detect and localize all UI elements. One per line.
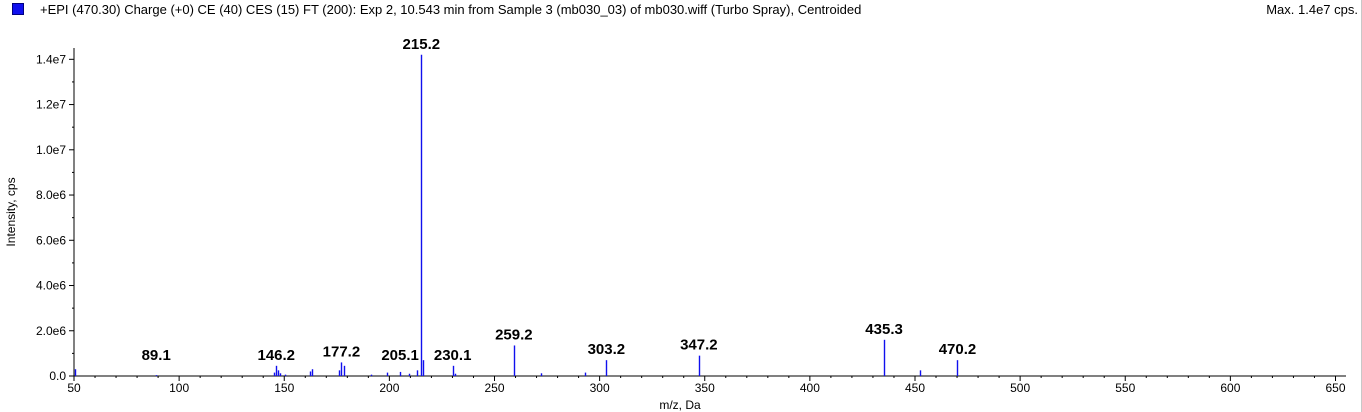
peak-label: 303.2	[588, 341, 626, 358]
y-tick-label: 1.0e7	[36, 143, 66, 157]
x-tick-label: 400	[800, 381, 820, 395]
x-tick-label: 650	[1325, 381, 1345, 395]
x-tick-label: 450	[905, 381, 925, 395]
x-tick-label: 550	[1115, 381, 1135, 395]
x-tick-label: 350	[695, 381, 715, 395]
y-tick-label: 1.4e7	[36, 52, 66, 66]
y-tick-label: 8.0e6	[36, 188, 66, 202]
peak-label: 259.2	[495, 326, 533, 343]
peak-label: 177.2	[323, 343, 361, 360]
x-tick-label: 500	[1010, 381, 1030, 395]
y-tick-label: 6.0e6	[36, 233, 66, 247]
peak-label: 435.3	[865, 321, 903, 338]
peak-label: 230.1	[434, 347, 472, 364]
y-tick-label: 4.0e6	[36, 279, 66, 293]
series-color-swatch	[12, 3, 24, 15]
y-axis-title: Intensity, cps	[4, 177, 18, 246]
x-tick-label: 200	[379, 381, 399, 395]
max-intensity-label: Max. 1.4e7 cps.	[1266, 2, 1358, 17]
peak-label: 205.1	[381, 347, 419, 364]
x-tick-label: 150	[274, 381, 294, 395]
peak-labels: 89.1 146.2 177.2 205.1 215.2 230.1 259.2 303.2 3…	[142, 36, 977, 364]
x-tick-label: 50	[67, 381, 81, 395]
peak-bars	[74, 54, 959, 376]
chart-axes: 50 100 150 200 250 300 350 400 450 500 550 600 650 0.…	[36, 48, 1346, 395]
x-tick-label: 250	[484, 381, 504, 395]
y-tick-label: 1.2e7	[36, 98, 66, 112]
peak-label: 470.2	[939, 341, 977, 358]
x-axis-title: m/z, Da	[659, 398, 701, 412]
peak-label: 146.2	[257, 347, 295, 364]
x-tick-label: 100	[169, 381, 189, 395]
x-tick-label: 300	[590, 381, 610, 395]
peak-label: 347.2	[680, 337, 718, 354]
x-tick-label: 600	[1220, 381, 1240, 395]
y-tick-label: 2.0e6	[36, 324, 66, 338]
peak-label: 215.2	[403, 36, 441, 53]
spectrum-title: +EPI (470.30) Charge (+0) CE (40) CES (1…	[40, 2, 862, 17]
y-tick-label: 0.0	[49, 369, 66, 383]
peak-label: 89.1	[142, 347, 171, 364]
chart-header: +EPI (470.30) Charge (+0) CE (40) CES (1…	[0, 0, 1362, 20]
